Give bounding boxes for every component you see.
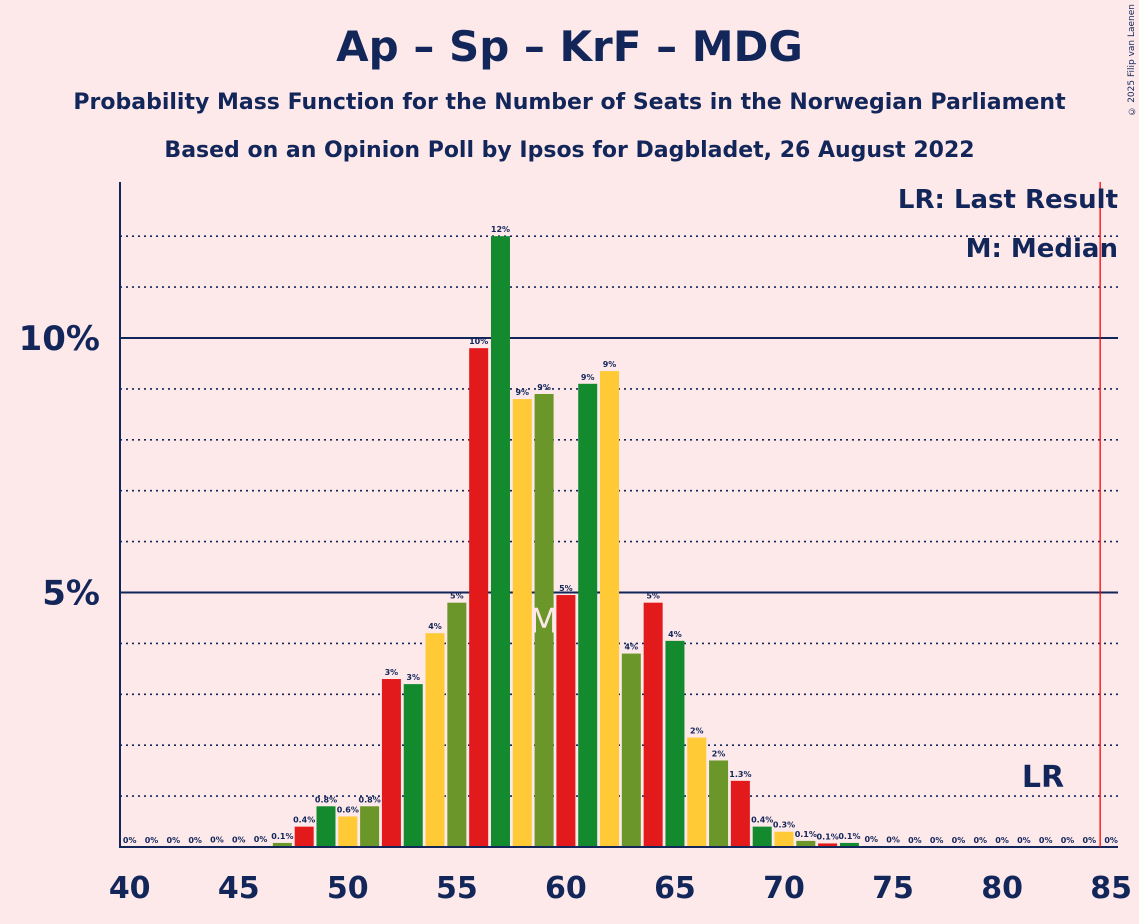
bar-54 <box>425 633 445 847</box>
bar-64 <box>643 602 663 847</box>
bar-label-57: 12% <box>491 225 510 234</box>
median-marker: M <box>529 601 558 641</box>
bar-66 <box>687 737 707 847</box>
bar-labels: 0% 0% 0% 0% 0% 0% 0% 0.1%0.4%0.8%0.6%0.8%3%3%4%… <box>123 225 1118 845</box>
bar-label-80: 0% <box>995 836 1009 845</box>
y-tick-label: 5% <box>42 574 100 614</box>
bar-label-74: 0% <box>864 835 878 844</box>
bar-62 <box>600 371 620 847</box>
legend-median: M: Median <box>966 234 1118 264</box>
bar-label-73: 0.1% <box>838 832 860 841</box>
bar-label-63: 4% <box>625 643 639 652</box>
bar-label-84: 0% <box>1083 836 1097 845</box>
bar-61 <box>578 383 598 847</box>
bar-label-50: 0.6% <box>337 805 359 814</box>
last-result-marker: LR <box>1022 760 1064 795</box>
bar-label-54: 4% <box>428 622 442 631</box>
bar-label-48: 0.4% <box>293 816 315 825</box>
bar-label-42: 0% <box>167 836 181 845</box>
bar-label-44: 0% <box>210 835 224 844</box>
bar-label-58: 9% <box>515 388 529 397</box>
bar-49 <box>316 806 336 847</box>
bar-label-52: 3% <box>385 668 399 677</box>
bar-55 <box>447 602 467 847</box>
bar-label-55: 5% <box>450 592 464 601</box>
y-tick-label: 10% <box>19 319 100 359</box>
bar-52 <box>381 679 401 847</box>
bar-label-61: 9% <box>581 373 595 382</box>
bar-label-43: 0% <box>188 836 202 845</box>
bar-label-83: 0% <box>1061 836 1075 845</box>
bar-label-41: 0% <box>145 836 159 845</box>
bar-label-46: 0% <box>254 835 268 844</box>
bar-label-77: 0% <box>930 836 944 845</box>
bar-48 <box>294 826 314 847</box>
x-tick-label: 75 <box>872 871 914 906</box>
chart-title: Ap – Sp – KrF – MDG <box>336 22 803 71</box>
bar-label-45: 0% <box>232 835 246 844</box>
bar-58 <box>512 399 532 847</box>
bar-label-60: 5% <box>559 584 573 593</box>
bar-label-47: 0.1% <box>271 832 293 841</box>
bar-label-72: 0.1% <box>817 832 839 841</box>
bar-63 <box>621 653 641 847</box>
x-tick-label: 65 <box>654 871 696 906</box>
x-tick-label: 55 <box>436 871 478 906</box>
bar-label-40: 0% <box>123 836 137 845</box>
bar-label-65: 4% <box>668 630 682 639</box>
x-tick-label: 45 <box>218 871 260 906</box>
x-tick-label: 80 <box>981 871 1023 906</box>
chart-subtitle: Probability Mass Function for the Number… <box>73 90 1066 115</box>
bar-59 <box>534 393 554 847</box>
bar-label-79: 0% <box>973 836 987 845</box>
bar-label-67: 2% <box>712 749 726 758</box>
bar-label-70: 0.3% <box>773 821 795 830</box>
bar-series: M <box>207 236 903 847</box>
bar-label-81: 0% <box>1017 836 1031 845</box>
bar-label-53: 3% <box>406 673 420 682</box>
x-tick-label: 60 <box>545 871 587 906</box>
bar-50 <box>338 816 358 847</box>
bar-label-66: 2% <box>690 727 704 736</box>
bar-label-85: 0% <box>1104 836 1118 845</box>
chart-subtitle-2: Based on an Opinion Poll by Ipsos for Da… <box>164 138 975 163</box>
bar-label-69: 0.4% <box>751 816 773 825</box>
bar-label-62: 9% <box>603 360 617 369</box>
bar-51 <box>360 806 380 847</box>
bar-label-68: 1.3% <box>729 770 751 779</box>
legend-last-result: LR: Last Result <box>898 185 1118 215</box>
x-tick-label: 70 <box>763 871 805 906</box>
bar-70 <box>774 831 794 847</box>
bar-56 <box>469 348 489 847</box>
x-tick-label: 50 <box>327 871 369 906</box>
bar-73 <box>839 842 859 847</box>
bar-label-78: 0% <box>952 836 966 845</box>
bar-label-51: 0.8% <box>359 795 381 804</box>
bar-label-75: 0% <box>886 835 900 844</box>
bar-label-64: 5% <box>646 592 660 601</box>
bar-71 <box>796 840 816 847</box>
bar-68 <box>730 780 750 847</box>
x-tick-label: 85 <box>1090 871 1132 906</box>
bar-53 <box>403 684 423 847</box>
bar-label-71: 0.1% <box>795 830 817 839</box>
bar-47 <box>272 842 292 847</box>
bar-label-59: 9% <box>537 383 551 392</box>
bar-69 <box>752 826 772 847</box>
bar-72 <box>818 843 838 847</box>
axes: 5% 10% 40 45 50 55 60 65 70 75 80 85 LR <box>19 182 1132 906</box>
bar-65 <box>665 640 685 847</box>
bar-label-76: 0% <box>908 836 922 845</box>
bar-label-49: 0.8% <box>315 795 337 804</box>
bar-label-56: 10% <box>469 337 488 346</box>
bar-57 <box>490 236 510 847</box>
bar-label-82: 0% <box>1039 836 1053 845</box>
x-tick-label: 40 <box>109 871 151 906</box>
bar-60 <box>556 595 576 847</box>
bar-67 <box>709 760 729 847</box>
